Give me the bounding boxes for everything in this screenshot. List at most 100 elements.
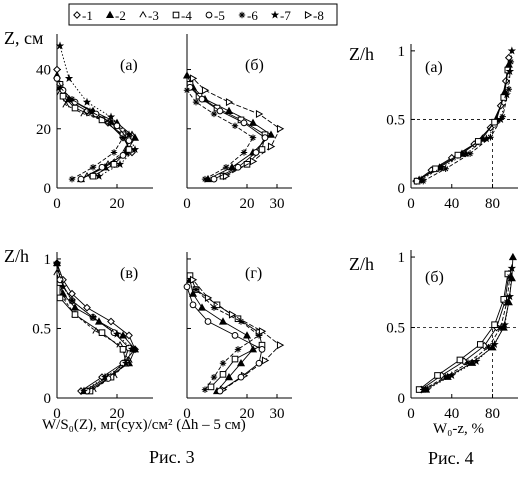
y-tick-label: 1: [398, 44, 406, 60]
data-point: [68, 175, 76, 183]
data-point: [500, 320, 509, 329]
fig3-caption: Рис. 3: [149, 447, 195, 467]
data-point: [110, 161, 118, 168]
x-tick-label: 0: [183, 406, 191, 422]
data-point: [216, 387, 224, 395]
data-point: [490, 340, 499, 349]
data-point: [261, 134, 269, 142]
data-point: [482, 134, 491, 143]
legend-item-4: -4: [172, 8, 192, 23]
data-point: [240, 119, 248, 127]
legend-frame: [68, 3, 338, 26]
data-point: [188, 289, 198, 297]
legend-item-7: -7: [270, 8, 291, 23]
data-point: [183, 283, 191, 291]
series-line: [420, 50, 513, 181]
panel-fig3-b: 0 20 30 (б): [182, 34, 292, 212]
data-point: [77, 175, 85, 183]
data-point: [107, 317, 115, 326]
data-point: [210, 373, 218, 381]
data-point: [82, 97, 92, 106]
y-tick-label: 1: [398, 250, 406, 266]
series-caret-open: [53, 268, 133, 393]
fig3-xlabel: W/S₀(Z), мг(сух)/см² (Δh – 5 см): [42, 417, 246, 433]
data-point: [89, 172, 97, 180]
data-point: [98, 329, 106, 336]
data-point: [502, 90, 511, 99]
panel-label: (б): [245, 57, 264, 74]
data-point: [71, 311, 79, 318]
data-point: [505, 67, 515, 76]
data-point: [466, 150, 474, 157]
data-point: [53, 268, 61, 276]
data-point: [68, 95, 76, 103]
panel-label: (в): [120, 265, 138, 282]
series-triangle-right: [189, 74, 285, 181]
y-tick-label: 0.5: [32, 321, 51, 337]
data-point: [476, 341, 484, 348]
data-point: [442, 373, 449, 381]
panel-fig3-v: 0 0.5 1 0 20 (в): [32, 252, 153, 422]
data-point: [266, 130, 276, 138]
data-point: [127, 344, 137, 353]
legend-label: -8: [313, 8, 324, 23]
panel-label: (а): [120, 57, 138, 74]
data-point: [258, 146, 266, 153]
data-point: [507, 263, 517, 272]
legend-item-1: -1: [73, 8, 93, 23]
data-point: [503, 298, 510, 306]
legend-marker-triangle-filled: [105, 10, 115, 19]
data-point: [432, 165, 439, 173]
fig3-ylabel-bottom: Z/h: [4, 246, 29, 266]
series-line: [56, 272, 130, 391]
data-point: [115, 159, 125, 168]
y-tick-label: 0: [398, 181, 406, 197]
legend-label: -5: [214, 8, 225, 23]
data-point: [107, 119, 115, 127]
data-point: [276, 124, 285, 133]
data-point: [507, 46, 517, 55]
data-point: [234, 163, 242, 171]
data-point: [237, 318, 245, 325]
data-point: [216, 107, 224, 115]
data-point: [130, 133, 140, 141]
y-tick-label: 1: [44, 252, 52, 268]
legend-label: -2: [115, 8, 126, 23]
data-point: [224, 372, 234, 381]
fig4-caption: Рис. 4: [428, 448, 474, 468]
data-point: [506, 273, 514, 280]
data-point: [231, 355, 239, 363]
series-line: [186, 75, 272, 180]
data-point: [59, 92, 67, 100]
data-point: [189, 74, 198, 83]
data-point: [100, 372, 110, 381]
series-line: [416, 70, 509, 182]
data-point: [189, 275, 198, 284]
x-tick-label: 40: [444, 196, 459, 212]
data-point: [505, 86, 513, 93]
data-point: [231, 332, 239, 339]
y-tick-label: 0: [398, 391, 406, 407]
data-point: [56, 84, 64, 91]
data-point: [201, 86, 210, 95]
data-point: [71, 104, 79, 112]
data-point: [201, 175, 209, 183]
series-line: [189, 86, 266, 180]
x-tick-label: 0: [407, 406, 415, 422]
data-point: [472, 356, 481, 365]
series-line: [186, 90, 254, 180]
data-point: [125, 331, 133, 340]
data-point: [505, 292, 515, 301]
y-tick-label: 0: [44, 181, 52, 197]
data-point: [62, 100, 70, 108]
panel-label: (б): [425, 269, 444, 286]
series-star: [420, 273, 514, 393]
data-point: [496, 115, 505, 124]
panel-label: (а): [425, 59, 443, 76]
data-point: [219, 371, 227, 378]
data-point: [121, 358, 131, 367]
data-point: [197, 303, 207, 311]
legend-item-3: -3: [139, 8, 159, 23]
legend-item-2: -2: [105, 8, 126, 23]
data-point: [53, 75, 61, 82]
